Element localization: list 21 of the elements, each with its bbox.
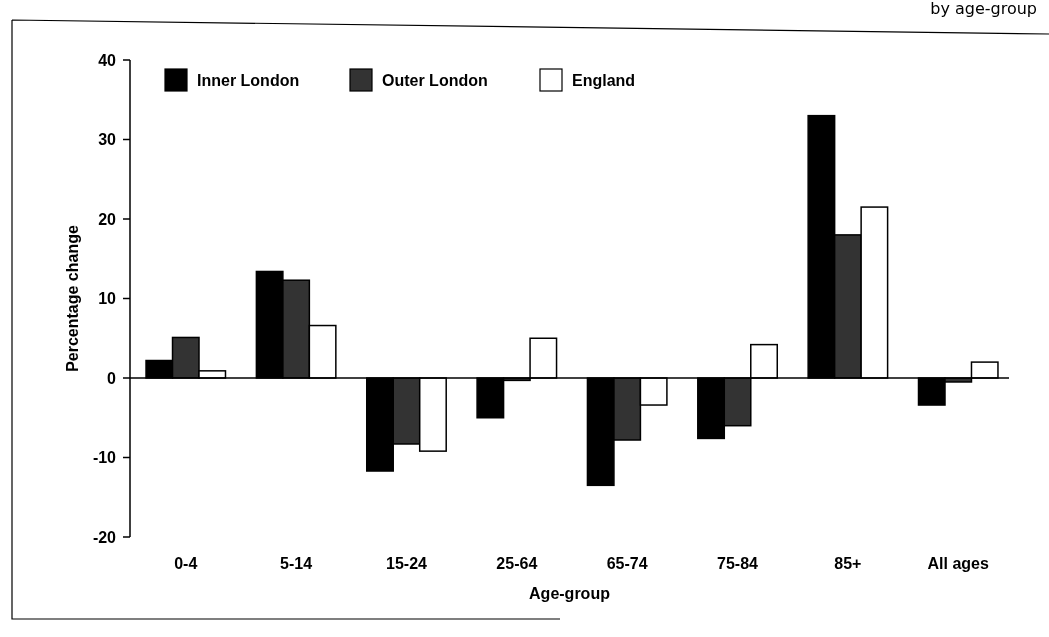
y-tick-label: 40 [98,51,117,69]
legend-label: Outer London [382,71,488,89]
x-tick-label: 75-84 [717,555,759,572]
y-tick-label: -10 [92,449,117,467]
y-tick-label: -20 [92,528,117,546]
y-tick-label: 20 [98,210,117,228]
x-tick-label: 25-64 [496,555,538,572]
y-axis-title: Percentage change [64,225,81,372]
legend-label: Inner London [197,71,300,89]
y-tick-label: 10 [98,290,117,308]
x-tick-label: 5-14 [280,555,313,572]
x-tick-label: 15-24 [386,555,428,572]
x-tick-label: 0-4 [174,555,198,572]
y-tick-label: 0 [107,369,117,387]
x-tick-label: 85+ [834,555,862,572]
legend-label: England [572,71,636,89]
x-tick-label: 65-74 [606,555,648,572]
chart-title: by age-group [930,0,1037,18]
x-axis-title: Age-group [529,585,611,602]
x-tick-label: All ages [927,555,990,572]
y-tick-label: 30 [98,131,117,149]
